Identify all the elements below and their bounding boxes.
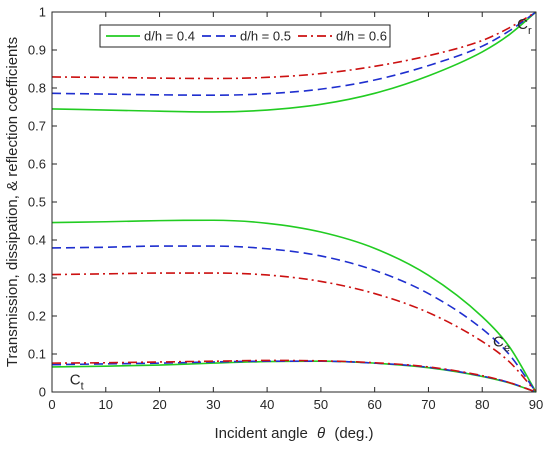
- legend: d/h = 0.4 d/h = 0.5 d/h = 0.6: [99, 24, 391, 48]
- y-tick-label: 0.4: [28, 233, 46, 248]
- x-tick-label: 20: [152, 397, 166, 412]
- series-line-ce-2: [51, 245, 537, 393]
- x-tick-label: 50: [314, 397, 328, 412]
- x-axis-title-symbol: θ: [317, 425, 325, 442]
- curve-label-sub: t: [81, 380, 84, 392]
- y-tick-label: 0.3: [28, 271, 46, 286]
- y-tick-label: 0.1: [28, 347, 46, 362]
- y-tick-label: 0.7: [28, 119, 46, 134]
- x-tick-label: 90: [529, 397, 543, 412]
- curve-label-ct: Ct: [70, 371, 84, 392]
- y-axis-ticks: 0 0.1 0.2 0.3 0.4 0.5 0.6 0.7 0.8 0.9 1: [28, 5, 536, 400]
- plot-frame: [51, 11, 537, 393]
- series-line-cr-3: [51, 11, 537, 80]
- legend-label: d/h = 0.4: [144, 29, 195, 44]
- x-tick-label: 70: [421, 397, 435, 412]
- x-tick-label: 30: [206, 397, 220, 412]
- x-tick-label: 80: [475, 397, 489, 412]
- y-tick-label: 0.8: [28, 81, 46, 96]
- y-tick-label: 1: [39, 5, 46, 20]
- x-tick-label: 0: [48, 397, 55, 412]
- y-tick-label: 0.9: [28, 43, 46, 58]
- legend-label: d/h = 0.5: [240, 29, 291, 44]
- x-axis-title-unit: (deg.): [334, 425, 373, 442]
- y-tick-label: 0.5: [28, 195, 46, 210]
- curve-label-main: C: [70, 371, 81, 388]
- series-line-cr-2: [51, 11, 537, 97]
- curve-label-sub: r: [528, 25, 532, 37]
- series-line-ce-1: [51, 219, 537, 393]
- legend-label: d/h = 0.6: [336, 29, 387, 44]
- series-line-cr-1: [51, 11, 537, 113]
- x-tick-label: 60: [367, 397, 381, 412]
- curve-label-main: C: [517, 16, 528, 33]
- legend-box: [99, 24, 391, 48]
- series-lines: [51, 11, 537, 393]
- x-axis-ticks: 0 10 20 30 40 50 60 70 80 90: [48, 12, 543, 412]
- curve-label-cr: Cr: [517, 16, 532, 37]
- curve-label-ce: Ce: [493, 333, 510, 354]
- series-line-ct-1: [51, 360, 537, 393]
- series-line-ce-3: [51, 272, 537, 393]
- curve-label-sub: e: [504, 342, 510, 354]
- curve-label-main: C: [493, 333, 504, 350]
- x-tick-label: 10: [99, 397, 113, 412]
- x-axis-title: Incident angle θ (deg.): [214, 425, 373, 442]
- x-axis-title-text: Incident angle: [214, 425, 307, 442]
- y-axis-title: Transmission, dissipation, & reflection …: [4, 37, 21, 367]
- series-line-ct-3: [51, 359, 537, 393]
- y-tick-label: 0.6: [28, 157, 46, 172]
- y-tick-label: 0.2: [28, 309, 46, 324]
- y-tick-label: 0: [39, 385, 46, 400]
- x-tick-label: 40: [260, 397, 274, 412]
